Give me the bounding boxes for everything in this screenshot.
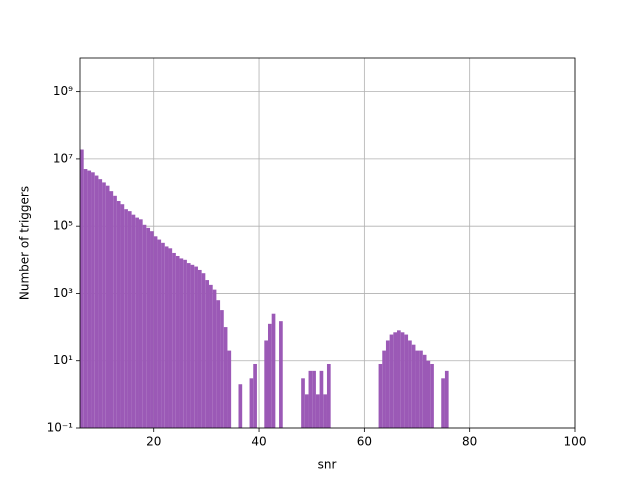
bar: [411, 344, 416, 428]
bar: [267, 323, 272, 428]
bar: [83, 169, 88, 428]
bar: [430, 363, 434, 428]
bar: [94, 175, 99, 428]
bar: [264, 340, 268, 428]
bar: [194, 266, 198, 428]
bar: [227, 350, 232, 428]
bar: [164, 246, 169, 428]
bar: [120, 204, 125, 428]
x-tick-label: 100: [564, 435, 587, 449]
bar: [80, 149, 84, 428]
bar: [179, 258, 184, 428]
bar: [98, 179, 103, 428]
bar: [378, 363, 383, 428]
bar: [168, 248, 173, 428]
bar: [408, 340, 412, 428]
bar: [393, 332, 398, 428]
bar: [157, 239, 162, 428]
bar: [116, 201, 121, 428]
bar: [382, 350, 386, 428]
bar: [113, 195, 117, 428]
bar: [220, 310, 224, 428]
bar: [223, 327, 228, 428]
bar: [441, 378, 445, 428]
y-tick-label: 10³: [53, 286, 73, 300]
bar: [205, 280, 210, 428]
bar: [105, 185, 110, 428]
bar: [127, 211, 132, 428]
bar: [216, 300, 221, 428]
bar: [183, 259, 187, 428]
x-tick-label: 80: [462, 435, 477, 449]
bar: [197, 269, 202, 428]
bar: [146, 227, 151, 428]
x-tick-label: 40: [251, 435, 266, 449]
bar: [319, 370, 324, 428]
bar: [209, 284, 213, 428]
bar: [253, 363, 257, 428]
bar: [91, 172, 95, 428]
bar: [87, 170, 92, 428]
plot-frame: [79, 57, 576, 429]
bar: [304, 394, 309, 428]
bar: [308, 370, 313, 428]
bar: [315, 394, 320, 428]
bar: [385, 340, 390, 428]
bar: [124, 209, 128, 428]
bar: [404, 334, 409, 428]
bar: [212, 289, 217, 428]
bar: [135, 217, 139, 428]
bar: [323, 394, 327, 428]
y-axis-label: Number of triggers: [18, 186, 32, 300]
bar: [419, 350, 423, 428]
bar: [153, 236, 158, 428]
bar: [326, 363, 331, 428]
bar: [400, 332, 405, 428]
bar: [175, 255, 180, 428]
bar: [190, 264, 195, 428]
y-tick-label: 10⁹: [53, 84, 73, 98]
bar: [186, 263, 191, 428]
bar: [415, 350, 420, 428]
bar: [131, 214, 136, 428]
bar: [422, 354, 427, 428]
bar: [397, 330, 401, 428]
bar: [426, 360, 431, 428]
bar: [138, 219, 143, 428]
bar: [301, 378, 305, 428]
x-axis-label: snr: [318, 458, 337, 472]
y-tick-label: 10¹: [53, 353, 73, 367]
bar: [312, 370, 316, 428]
bar: [444, 370, 449, 428]
bar: [249, 378, 254, 428]
bar: [102, 182, 106, 428]
bar: [389, 334, 394, 428]
bar: [142, 224, 147, 428]
bar: [161, 242, 165, 428]
ticks: 20 40 60 80 100 10⁻¹ 10¹ 10³ 10⁵ 10⁷ 10⁹: [47, 84, 587, 448]
y-tick-label: 10⁷: [53, 151, 73, 165]
y-tick-label: 10⁵: [53, 219, 73, 233]
bar: [109, 191, 114, 428]
bar: [238, 384, 243, 428]
bars: [80, 149, 449, 428]
bar: [201, 273, 206, 428]
y-tick-label: 10⁻¹: [47, 421, 74, 435]
bar: [172, 252, 176, 428]
bar: [150, 231, 154, 428]
bar: [271, 313, 276, 428]
x-tick-label: 20: [146, 435, 161, 449]
bar: [279, 321, 283, 428]
x-tick-label: 60: [357, 435, 372, 449]
